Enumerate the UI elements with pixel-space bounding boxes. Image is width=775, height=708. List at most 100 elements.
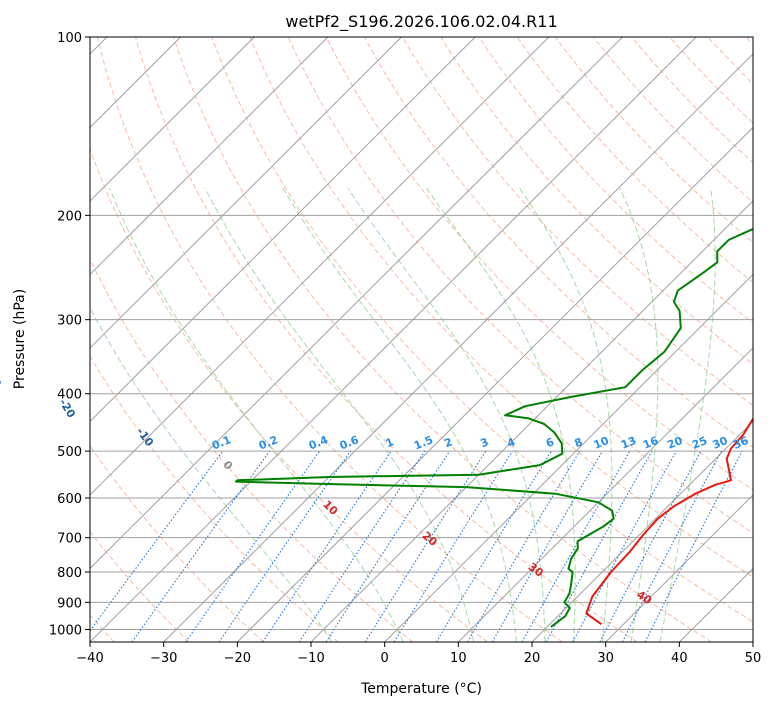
isotherm-line (236, 126, 753, 642)
dry-adiabat-label: 20 (420, 529, 440, 549)
moist-adiabat-line (109, 188, 404, 642)
mixing-ratio-label: 0.4 (307, 433, 330, 452)
mixing-ratio-label: 13 (619, 434, 638, 452)
isotherm-line (752, 641, 753, 642)
dry-adiabat-line (745, 37, 753, 45)
x-tick-label: 50 (745, 651, 762, 666)
mixing-ratio-label: 1.5 (412, 433, 435, 452)
dry-adiabat-line (669, 37, 753, 124)
dry-adiabat-line (134, 37, 638, 642)
mixing-ratio-line (521, 450, 631, 642)
x-tick-label: 30 (597, 651, 614, 666)
y-tick-label: 800 (57, 566, 82, 581)
y-tick-label: 900 (57, 596, 82, 611)
mixing-ratio-line (644, 450, 743, 642)
chart-title: wetPf2_S196.2026.106.02.04.R11 (285, 12, 557, 32)
moist-adiabat-line (347, 187, 546, 642)
dry-adiabat-line (96, 37, 563, 642)
y-axis-ticks: 100 200 300 400 500 600 700 800 900 1000 (49, 31, 90, 638)
moist-adiabat-line (90, 306, 333, 642)
moist-adiabat-line (204, 187, 475, 642)
isotherm-line (384, 273, 753, 642)
y-tick-label: 400 (57, 388, 82, 403)
mixing-ratio-label: 25 (690, 434, 709, 452)
y-tick-label: 700 (57, 532, 82, 547)
mixing-ratio-line (298, 450, 426, 642)
mixing-ratio-label: 2 (442, 435, 454, 450)
dry-adiabat-line (90, 530, 190, 642)
mixing-ratio-line (90, 450, 224, 632)
x-tick-label: −10 (297, 651, 324, 666)
mixing-ratio-line (131, 450, 271, 642)
background-lines (90, 37, 753, 642)
mixing-ratio-line (621, 450, 722, 642)
mixing-ratio-label: 6 (544, 435, 556, 450)
isotherm-line (90, 37, 550, 496)
moist-adiabat-line (426, 187, 576, 642)
x-axis-ticks: −40 −30 −20 −10 0 10 20 30 40 50 (76, 642, 761, 666)
dewpoint-profile-line (235, 227, 753, 628)
y-tick-label: 300 (57, 314, 82, 329)
dry-adiabat-line (173, 37, 712, 642)
x-tick-label: 10 (450, 651, 467, 666)
mixing-ratio-line (435, 450, 552, 642)
moist-adiabat-line (619, 187, 659, 642)
mixing-ratio-label: 20 (665, 434, 684, 452)
isotherm-line (90, 37, 329, 276)
isotherm-line (90, 37, 402, 349)
y-tick-label: 100 (57, 31, 82, 46)
isotherm-line (90, 37, 697, 642)
dry-adiabat-line (325, 37, 753, 491)
dry-adiabat-line (402, 37, 753, 406)
isotherm-line (90, 37, 255, 202)
isotherm-line (678, 567, 753, 642)
mixing-ratio-label: 0.1 (210, 433, 233, 452)
isotherm-line (605, 494, 753, 642)
x-tick-label: 0 (381, 651, 389, 666)
dry-adiabat-label: -30 (0, 366, 4, 390)
y-tick-label: 200 (57, 209, 82, 224)
mixing-ratio-line (218, 450, 351, 642)
y-tick-label: 500 (57, 445, 82, 460)
dry-adiabat-line (554, 37, 753, 243)
dry-adiabat-line (707, 37, 753, 85)
mixing-ratio-line (325, 450, 451, 642)
plot-frame (89, 36, 754, 643)
x-tick-label: −30 (150, 651, 177, 666)
dry-adiabat-line (90, 258, 414, 642)
mixing-ratio-line (364, 450, 487, 642)
y-tick-label: 1000 (49, 623, 82, 638)
mixing-ratio-label: 0.6 (338, 433, 361, 452)
mixing-ratio-label: 10 (592, 434, 611, 452)
x-tick-label: −40 (76, 651, 103, 666)
isotherm-line (457, 347, 753, 642)
moist-adiabat-line (659, 188, 716, 642)
isotherm-line (90, 37, 623, 570)
y-axis-title: Pressure (hPa) (12, 289, 28, 389)
mixing-ratio-label: 30 (711, 434, 730, 452)
x-tick-label: −20 (224, 651, 251, 666)
x-axis-title: Temperature (°C) (360, 681, 482, 697)
dry-adiabat-line (516, 37, 753, 284)
mixing-ratio-line (393, 450, 513, 642)
moist-adiabat-line (282, 187, 517, 642)
temperature-profile-line (585, 417, 753, 626)
mixing-ratio-line (599, 450, 702, 642)
series-layer (235, 227, 753, 628)
mixing-ratio-label: 36 (731, 434, 750, 452)
moist-adiabat-line (519, 187, 613, 642)
dry-adiabat-line (211, 37, 753, 623)
isotherm-line (531, 420, 753, 642)
dry-adiabat-label: -10 (134, 425, 156, 449)
mixing-ratio-line (467, 450, 581, 642)
mixing-ratio-label: 16 (641, 434, 660, 452)
dry-adiabat-line (478, 37, 753, 324)
mixing-ratio-line (545, 450, 653, 642)
mixing-ratio-label: 0.2 (257, 433, 280, 452)
dry-adiabat-label: 40 (634, 588, 654, 608)
isotherm-line (90, 37, 476, 423)
dry-adiabat-label: 0 (220, 458, 235, 473)
mixing-ratio-label: 3 (479, 435, 491, 450)
label-layer: 0.10.20.40.611.52346810131620253036-100-… (0, 366, 751, 608)
